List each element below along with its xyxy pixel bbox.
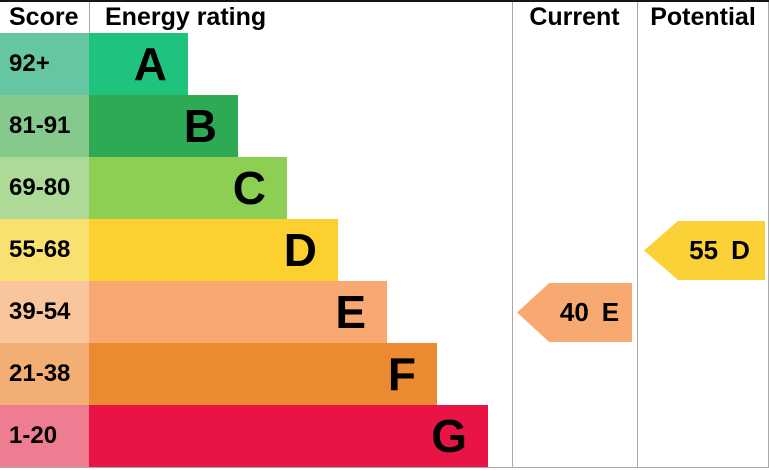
band-letter: F [387, 348, 416, 400]
header-score: Score [0, 2, 90, 33]
band-letter: G [431, 410, 467, 462]
bottom-border-line [0, 467, 769, 468]
band-score-range: 69-80 [0, 157, 89, 219]
band-score-range: 39-54 [0, 281, 89, 343]
band-bar: C [89, 157, 287, 219]
band-row: 92+ A [0, 33, 488, 95]
band-bar: D [89, 219, 338, 281]
band-letter: D [283, 224, 317, 276]
band-bar: B [89, 95, 238, 157]
potential-rating-band-letter: D [731, 235, 750, 265]
band-row: 39-54 E [0, 281, 488, 343]
band-bar: G [89, 405, 488, 467]
band-bar: E [89, 281, 387, 343]
header-energy-rating: Energy rating [105, 3, 267, 31]
band-letter: E [335, 286, 366, 338]
band-bar: A [89, 33, 188, 95]
band-row: 21-38 F [0, 343, 488, 405]
band-score-range: 55-68 [0, 219, 89, 281]
potential-rating-arrow: 55 D [644, 221, 765, 280]
band-score-range: 21-38 [0, 343, 89, 405]
band-letter: C [232, 162, 266, 214]
band-row: 81-91 B [0, 95, 488, 157]
current-column-left-divider [512, 2, 513, 468]
band-rows: 92+ A 81-91 B 69-80 C 55-68 D 39-54 E 21… [0, 33, 488, 467]
potential-column-left-divider [637, 2, 638, 468]
band-letter: A [133, 38, 167, 90]
top-border-line [0, 0, 769, 2]
current-rating-arrow: 40 E [517, 283, 632, 342]
current-rating-band-letter: E [601, 297, 620, 327]
header-current: Current [529, 3, 620, 31]
band-letter: B [183, 100, 217, 152]
potential-rating-value: 55 [689, 235, 719, 265]
band-bar: F [89, 343, 437, 405]
band-score-range: 81-91 [0, 95, 89, 157]
band-row: 1-20 G [0, 405, 488, 467]
chart-header-row: Score Energy rating Current Potential [0, 2, 769, 33]
header-potential: Potential [650, 3, 756, 31]
band-score-range: 1-20 [0, 405, 89, 467]
band-row: 69-80 C [0, 157, 488, 219]
band-row: 55-68 D [0, 219, 488, 281]
band-score-range: 92+ [0, 33, 89, 95]
current-rating-value: 40 [559, 297, 589, 327]
